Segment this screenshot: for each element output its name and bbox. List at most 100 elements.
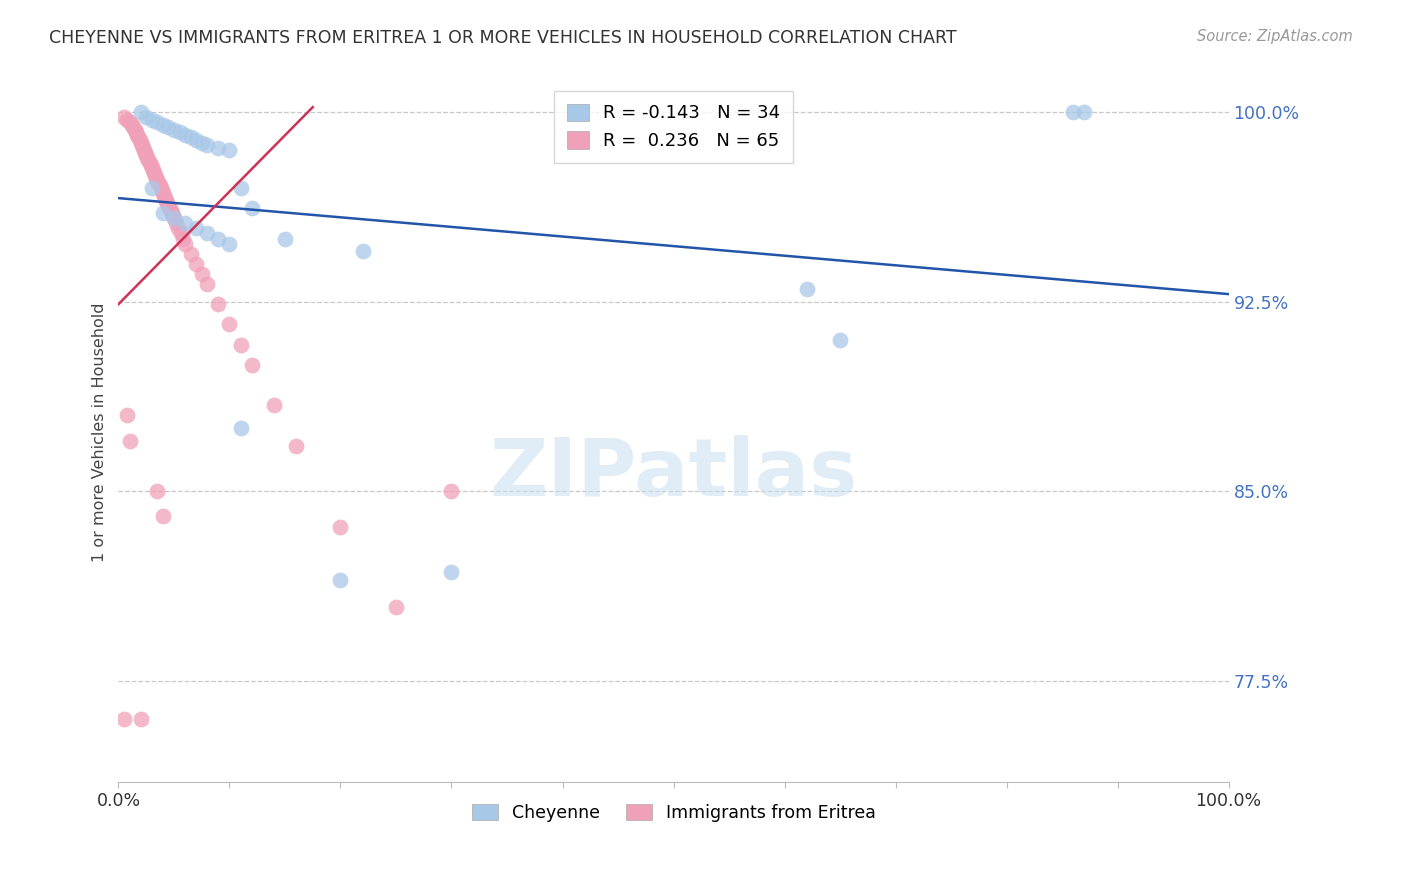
Text: ZIPatlas: ZIPatlas xyxy=(489,434,858,513)
Point xyxy=(263,398,285,412)
Point xyxy=(167,221,190,235)
Point xyxy=(156,196,179,211)
Point xyxy=(186,133,208,147)
Text: Source: ZipAtlas.com: Source: ZipAtlas.com xyxy=(1197,29,1353,44)
Point xyxy=(129,712,152,726)
Point xyxy=(329,519,352,533)
Point xyxy=(138,155,160,169)
Point xyxy=(127,130,149,145)
Point xyxy=(132,140,155,154)
Point xyxy=(157,199,180,213)
Point xyxy=(143,169,166,183)
Point xyxy=(165,216,187,230)
Point xyxy=(117,112,139,127)
Point xyxy=(1073,105,1095,120)
Point xyxy=(155,194,177,208)
Point xyxy=(285,439,308,453)
Point xyxy=(218,143,240,157)
Point xyxy=(146,484,169,499)
Legend: Cheyenne, Immigrants from Eritrea: Cheyenne, Immigrants from Eritrea xyxy=(465,797,883,829)
Point xyxy=(136,151,159,165)
Point xyxy=(128,133,150,147)
Point xyxy=(153,188,176,202)
Point xyxy=(112,110,135,124)
Point xyxy=(129,136,152,150)
Point xyxy=(150,184,173,198)
Point xyxy=(152,186,174,200)
Text: CHEYENNE VS IMMIGRANTS FROM ERITREA 1 OR MORE VEHICLES IN HOUSEHOLD CORRELATION : CHEYENNE VS IMMIGRANTS FROM ERITREA 1 OR… xyxy=(49,29,957,46)
Point xyxy=(190,267,212,281)
Point xyxy=(129,105,152,120)
Point xyxy=(152,206,174,220)
Point xyxy=(180,246,202,260)
Point xyxy=(240,358,263,372)
Point xyxy=(127,128,149,142)
Point xyxy=(135,110,157,124)
Point xyxy=(229,337,252,351)
Point xyxy=(352,244,374,259)
Point xyxy=(796,282,818,296)
Point xyxy=(134,145,156,160)
Point xyxy=(138,153,160,168)
Point xyxy=(125,125,148,139)
Point xyxy=(159,201,181,215)
Point xyxy=(148,178,170,193)
Point xyxy=(174,216,197,230)
Point xyxy=(143,166,166,180)
Point xyxy=(274,231,297,245)
Point xyxy=(122,120,145,135)
Point xyxy=(142,163,165,178)
Point xyxy=(1062,105,1084,120)
Point xyxy=(159,203,181,218)
Point xyxy=(112,712,135,726)
Point xyxy=(190,136,212,150)
Point xyxy=(240,201,263,215)
Point xyxy=(180,130,202,145)
Point xyxy=(186,221,208,235)
Point xyxy=(153,191,176,205)
Point xyxy=(186,257,208,271)
Point xyxy=(169,125,191,139)
Point xyxy=(152,509,174,524)
Point xyxy=(118,115,141,129)
Point xyxy=(218,236,240,251)
Y-axis label: 1 or more Vehicles in Household: 1 or more Vehicles in Household xyxy=(93,302,107,562)
Point xyxy=(149,181,172,195)
Point xyxy=(162,209,184,223)
Point xyxy=(121,118,143,132)
Point xyxy=(163,123,186,137)
Point xyxy=(440,484,463,499)
Point xyxy=(229,421,252,435)
Point xyxy=(146,173,169,187)
Point xyxy=(148,176,170,190)
Point xyxy=(195,277,218,291)
Point xyxy=(385,600,408,615)
Point xyxy=(169,227,191,241)
Point xyxy=(229,181,252,195)
Point xyxy=(132,143,155,157)
Point xyxy=(218,318,240,332)
Point xyxy=(172,231,194,245)
Point xyxy=(174,236,197,251)
Point xyxy=(163,211,186,226)
Point xyxy=(139,158,162,172)
Point xyxy=(195,138,218,153)
Point xyxy=(163,211,186,226)
Point xyxy=(141,161,163,175)
Point xyxy=(207,231,229,245)
Point xyxy=(160,206,183,220)
Point xyxy=(207,140,229,154)
Point xyxy=(195,227,218,241)
Point xyxy=(124,123,146,137)
Point xyxy=(135,148,157,162)
Point xyxy=(145,170,167,185)
Point xyxy=(146,115,169,129)
Point xyxy=(207,297,229,311)
Point xyxy=(174,128,197,142)
Point xyxy=(141,181,163,195)
Point xyxy=(117,409,139,423)
Point xyxy=(440,565,463,579)
Point xyxy=(329,573,352,587)
Point xyxy=(141,112,163,127)
Point xyxy=(828,333,851,347)
